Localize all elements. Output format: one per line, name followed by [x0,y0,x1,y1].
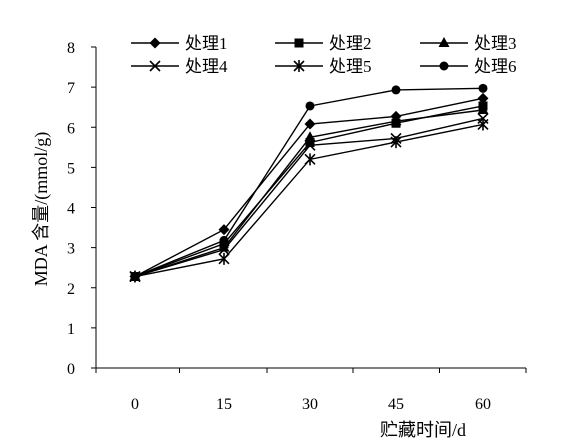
data-point [477,118,489,131]
x-axis-label: 贮藏时间/d [380,420,466,440]
legend-item-4: 处理4 [131,57,228,76]
legend: 处理1 处理2 处理3 处理4 处理5 处理6 [131,34,517,76]
y-tick-label: 8 [67,40,75,57]
x-tick-label: 45 [388,396,404,413]
legend-label: 处理4 [185,57,228,76]
data-point [218,224,230,236]
data-point [304,139,316,151]
x-tick-label: 60 [475,396,491,413]
data-point [477,92,489,104]
series-line [134,105,484,278]
legend-marker [438,37,450,47]
data-point [218,244,230,256]
legend-marker [149,37,161,49]
data-point [304,118,316,130]
data-point [219,235,229,245]
series-1 [129,92,489,283]
y-tick-label: 4 [67,201,75,218]
y-axis-label: MDA 含量/(mmol/g) [31,132,52,287]
data-point [304,153,316,166]
series-6 [130,83,488,282]
legend-item-3: 处理3 [420,34,517,53]
legend-marker [149,60,161,72]
x-tick-label: 15 [216,396,232,413]
legend-marker [439,61,449,71]
y-tick-label: 2 [67,281,75,298]
y-tick-label: 0 [67,361,75,378]
data-point [477,103,489,114]
legend-label: 处理6 [474,57,517,76]
y-tick-label: 3 [67,241,75,258]
data-point [218,241,230,252]
series-layer [129,83,489,283]
data-point [305,137,315,147]
data-point [305,101,315,111]
x-tick-label: 30 [302,396,318,413]
data-point [390,136,402,149]
legend-item-2: 处理2 [275,34,372,53]
legend-label: 处理5 [329,57,372,76]
legend-label: 处理3 [474,34,517,53]
y-tick-label: 1 [67,321,75,338]
legend-label: 处理1 [185,34,228,53]
series-3 [129,103,489,281]
data-point [390,115,402,126]
data-point [478,83,488,93]
data-point [304,131,316,142]
legend-item-5: 处理5 [275,57,372,76]
y-tick-label: 6 [67,120,75,137]
legend-item-6: 处理6 [420,57,517,76]
data-point [391,85,401,95]
x-tick-label: 0 [131,396,139,413]
legend-marker [294,38,304,48]
data-point [130,272,140,282]
legend-label: 处理2 [329,34,372,53]
y-tick-label: 5 [67,160,75,177]
legend-marker [293,60,305,72]
data-point [218,252,230,265]
y-tick-label: 7 [67,80,75,97]
axes [95,47,526,369]
legend-item-1: 处理1 [131,34,228,53]
